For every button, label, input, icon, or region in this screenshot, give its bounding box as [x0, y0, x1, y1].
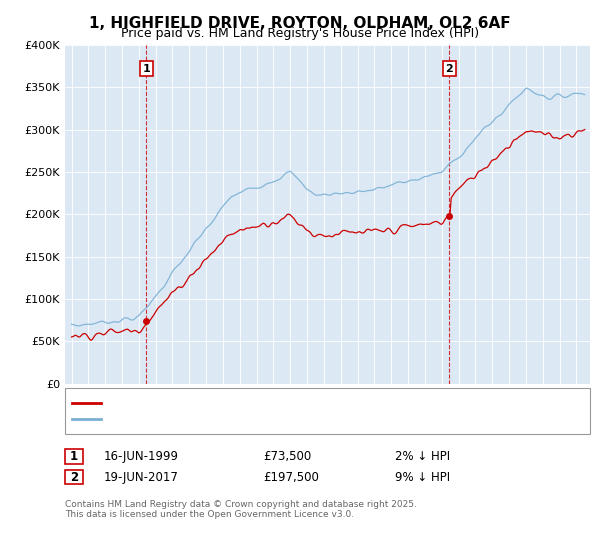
- Text: 1, HIGHFIELD DRIVE, ROYTON, OLDHAM, OL2 6AF: 1, HIGHFIELD DRIVE, ROYTON, OLDHAM, OL2 …: [89, 16, 511, 31]
- Text: 1: 1: [70, 450, 78, 463]
- Text: 16-JUN-1999: 16-JUN-1999: [104, 450, 179, 463]
- Text: 2% ↓ HPI: 2% ↓ HPI: [395, 450, 450, 463]
- Text: HPI: Average price, detached house, Oldham: HPI: Average price, detached house, Oldh…: [106, 414, 340, 424]
- Text: 9% ↓ HPI: 9% ↓ HPI: [395, 470, 450, 484]
- Text: 19-JUN-2017: 19-JUN-2017: [104, 470, 179, 484]
- Text: 2: 2: [445, 63, 453, 73]
- Text: £73,500: £73,500: [263, 450, 311, 463]
- Text: Price paid vs. HM Land Registry's House Price Index (HPI): Price paid vs. HM Land Registry's House …: [121, 27, 479, 40]
- Point: [142, 317, 151, 326]
- Text: 1, HIGHFIELD DRIVE, ROYTON, OLDHAM, OL2 6AF (detached house): 1, HIGHFIELD DRIVE, ROYTON, OLDHAM, OL2 …: [106, 398, 457, 408]
- Text: 2: 2: [70, 470, 78, 484]
- Point: [445, 212, 454, 221]
- Text: Contains HM Land Registry data © Crown copyright and database right 2025.
This d: Contains HM Land Registry data © Crown c…: [65, 500, 416, 519]
- Text: 1: 1: [143, 63, 150, 73]
- Text: £197,500: £197,500: [263, 470, 319, 484]
